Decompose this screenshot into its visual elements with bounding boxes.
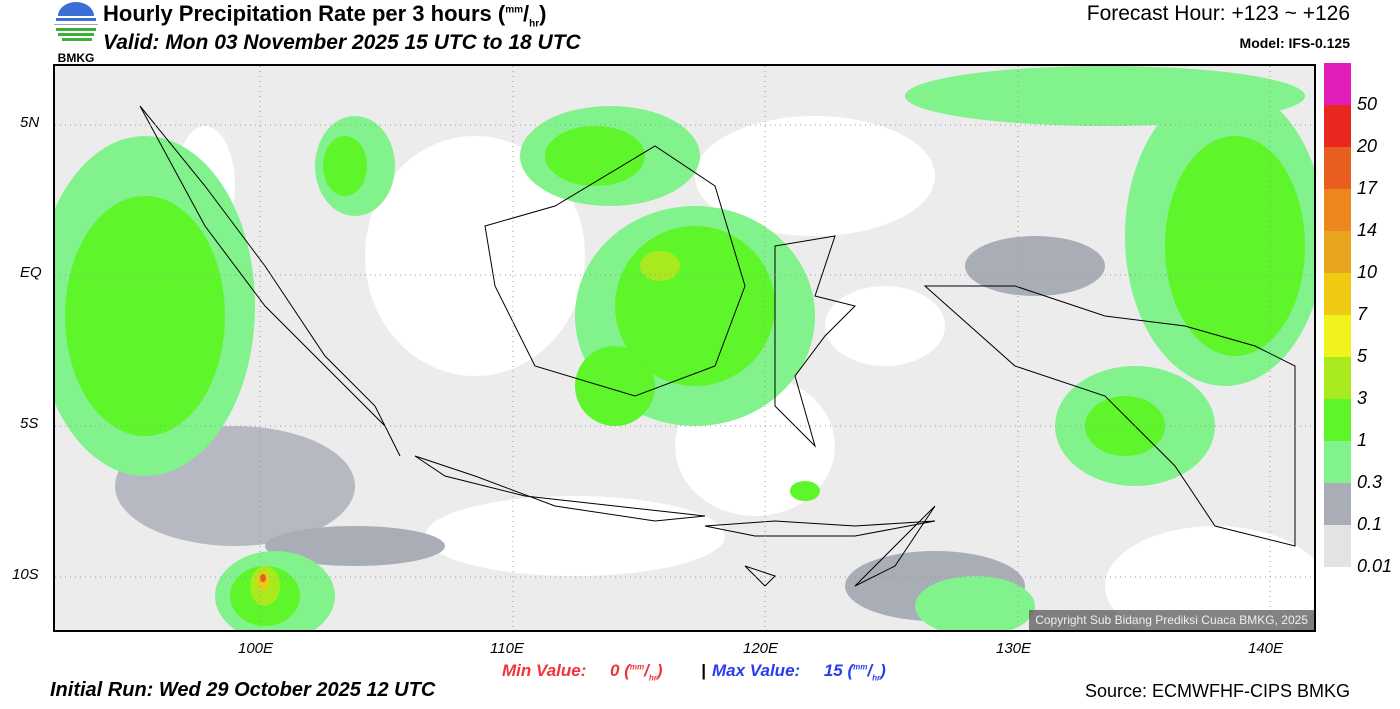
precipitation-map <box>53 64 1316 632</box>
colorbar-swatch <box>1324 105 1351 147</box>
lon-label-110e: 110E <box>490 640 524 657</box>
bmkg-logo: BMKG <box>52 2 100 65</box>
model-label: Model: IFS-0.125 <box>1239 35 1350 51</box>
colorbar-swatch <box>1324 273 1351 315</box>
colorbar-swatch <box>1324 63 1351 105</box>
min-value: Min Value: 0 (mm/hr) <box>502 661 663 683</box>
graticule <box>55 66 1314 630</box>
data-source: Source: ECMWFHF-CIPS BMKG <box>1084 681 1350 701</box>
lat-label-5n: 5N <box>20 114 40 131</box>
value-separator: | <box>701 661 706 680</box>
coastlines <box>139 105 1296 587</box>
rain-orange <box>260 574 266 582</box>
colorbar-label: 0.3 <box>1357 472 1383 492</box>
colorbar-swatch <box>1324 147 1351 189</box>
colorbar-label: 0.1 <box>1357 514 1383 534</box>
lon-label-100e: 100E <box>238 640 274 657</box>
colorbar-swatch <box>1324 189 1351 231</box>
lon-label-130e: 130E <box>996 640 1032 657</box>
colorbar-label: 10 <box>1357 262 1378 282</box>
colorbar-label: 14 <box>1357 220 1378 240</box>
forecast-hour: Forecast Hour: +123 ~ +126 <box>1086 2 1350 25</box>
lat-label-5s: 5S <box>20 415 39 432</box>
logo-text: BMKG <box>57 51 95 65</box>
lon-label-120e: 120E <box>743 640 779 657</box>
colorbar-swatch <box>1324 441 1351 483</box>
initial-run: Initial Run: Wed 29 October 2025 12 UTC <box>50 679 436 701</box>
colorbar-label: 0.01 <box>1357 556 1393 576</box>
max-value: Max Value: 15 (mm/hr) <box>712 661 886 683</box>
colorbar-swatch <box>1324 315 1351 357</box>
colorbar <box>1324 63 1351 567</box>
lat-label-10s: 10S <box>12 566 39 583</box>
colorbar-swatch <box>1324 525 1351 567</box>
copyright-notice: Copyright Sub Bidang Prediksi Cuaca BMKG… <box>1029 610 1314 630</box>
colorbar-swatch <box>1324 399 1351 441</box>
colorbar-swatch <box>1324 357 1351 399</box>
colorbar-label: 7 <box>1357 304 1368 324</box>
colorbar-label: 3 <box>1357 388 1368 408</box>
chart-title: Hourly Precipitation Rate per 3 hours (m… <box>103 1 547 30</box>
colorbar-label: 20 <box>1357 136 1378 156</box>
colorbar-label: 1 <box>1357 430 1368 450</box>
colorbar-label: 5 <box>1357 346 1368 366</box>
colorbar-swatch <box>1324 231 1351 273</box>
colorbar-swatch <box>1324 483 1351 525</box>
lat-label-eq: EQ <box>20 264 42 281</box>
colorbar-label: 50 <box>1357 94 1378 114</box>
lon-label-140e: 140E <box>1248 640 1284 657</box>
valid-time: Valid: Mon 03 November 2025 15 UTC to 18… <box>103 31 581 54</box>
colorbar-label: 17 <box>1357 178 1378 198</box>
